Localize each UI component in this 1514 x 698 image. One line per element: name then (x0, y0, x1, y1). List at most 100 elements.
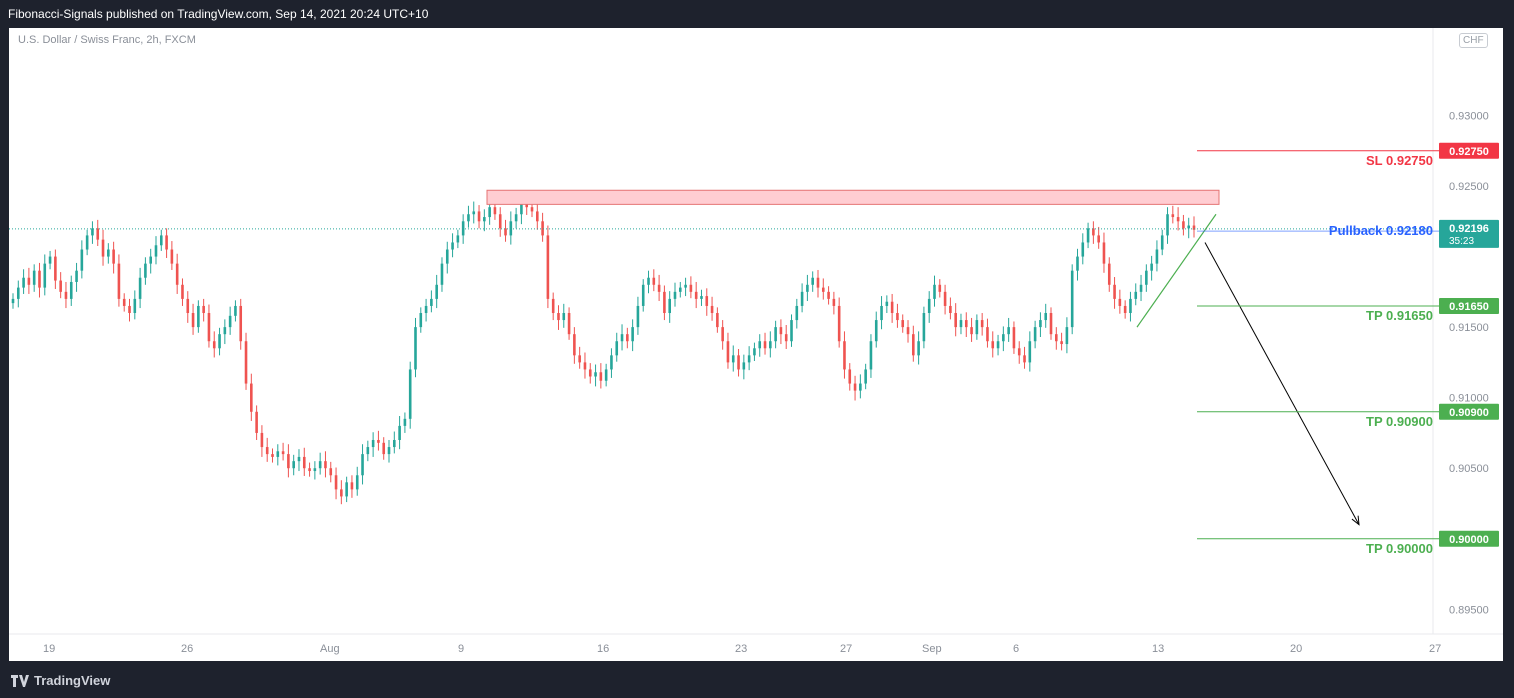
candle (758, 334, 762, 357)
price-badge-bg (1439, 297, 1499, 314)
candle-body (1017, 348, 1021, 356)
price-badge-sl: 0.92750 (1439, 142, 1499, 159)
candle (1097, 226, 1100, 249)
candle-body (440, 263, 444, 285)
candle-body (657, 284, 661, 292)
candle-body (949, 305, 952, 314)
candle-body (48, 256, 52, 264)
candle (345, 476, 348, 503)
candle-body (610, 355, 613, 370)
candle (996, 334, 1000, 356)
candle-body (975, 320, 979, 335)
candle (546, 225, 550, 309)
price-chart[interactable]: SL 0.92750 Pullback 0.92180 TP 0.91650 TP 0… (9, 28, 1503, 661)
candle (403, 412, 407, 433)
candle-body (684, 284, 687, 288)
candle (366, 440, 370, 462)
candle-body (731, 355, 735, 363)
candle (837, 297, 841, 348)
candle-body (668, 298, 671, 314)
chart-panel[interactable]: SL 0.92750 Pullback 0.92180 TP 0.91650 TP 0… (9, 28, 1503, 661)
candle (27, 267, 31, 294)
candle-body (398, 425, 401, 440)
candle (48, 250, 52, 270)
candle-body (472, 211, 476, 215)
candle-body (1134, 291, 1138, 299)
candle (1118, 289, 1122, 314)
candle (467, 205, 470, 228)
candle-body (101, 239, 105, 257)
candle (144, 257, 147, 285)
candle-body (1092, 228, 1095, 236)
candle-body (223, 327, 227, 335)
candle-body (239, 305, 243, 342)
candle (578, 346, 581, 369)
candle (355, 466, 359, 496)
candle (91, 221, 94, 244)
candle (604, 363, 608, 387)
candle (573, 327, 576, 364)
candle (1070, 264, 1074, 335)
candle-body (541, 221, 544, 236)
candle-body (922, 313, 926, 342)
price-badge-text: 0.90000 (1449, 534, 1489, 546)
candle-body (467, 214, 470, 222)
candle-body (54, 256, 57, 281)
y-tick-label: 0.91500 (1449, 322, 1489, 334)
candle-body (927, 298, 931, 314)
candle (784, 325, 788, 349)
candle (652, 269, 656, 292)
candle (636, 296, 640, 335)
candle (737, 348, 740, 377)
candle-body (964, 320, 968, 328)
candle-body (821, 287, 825, 292)
candle (514, 207, 518, 229)
candle-body (75, 270, 78, 282)
candle-body (1097, 235, 1100, 243)
candle (684, 277, 687, 297)
candle-body (536, 211, 539, 222)
candle-body (170, 249, 174, 264)
candle-body (133, 298, 137, 314)
candle (281, 442, 285, 461)
candle (271, 448, 274, 463)
candle (1081, 233, 1085, 265)
candle-body (281, 451, 285, 455)
candle-body (80, 249, 84, 271)
trendline (1136, 213, 1217, 328)
candle-body (265, 447, 269, 455)
candle-body (694, 291, 698, 299)
candle-body (663, 291, 666, 314)
candle-body (710, 305, 714, 314)
candle-body (430, 298, 433, 306)
currency-button[interactable]: CHF (1459, 33, 1488, 48)
candle-body (64, 291, 68, 299)
candle (631, 319, 634, 352)
candle (779, 319, 783, 345)
candle-body (700, 296, 703, 299)
candle-body (578, 355, 581, 363)
candle (350, 475, 354, 498)
candle (16, 280, 20, 308)
candle (498, 207, 502, 237)
candle (668, 291, 671, 323)
candle (112, 241, 115, 274)
level-label-pullback: Pullback 0.92180 (1329, 223, 1433, 238)
candle (149, 248, 152, 274)
candle-body (244, 341, 248, 384)
candle-body (461, 221, 465, 236)
candle-body (954, 313, 957, 328)
candle-body (297, 456, 301, 462)
candle-body (419, 313, 423, 328)
price-badge-tp: 0.90000 (1439, 530, 1499, 547)
candle-body (175, 263, 179, 285)
candle-body (1155, 249, 1159, 264)
candle (763, 332, 767, 355)
candle (917, 331, 920, 365)
candle-body (943, 291, 947, 306)
candle-body (1012, 327, 1016, 349)
candle-body (588, 369, 592, 377)
candle-body (567, 313, 571, 335)
candle (1160, 229, 1164, 256)
